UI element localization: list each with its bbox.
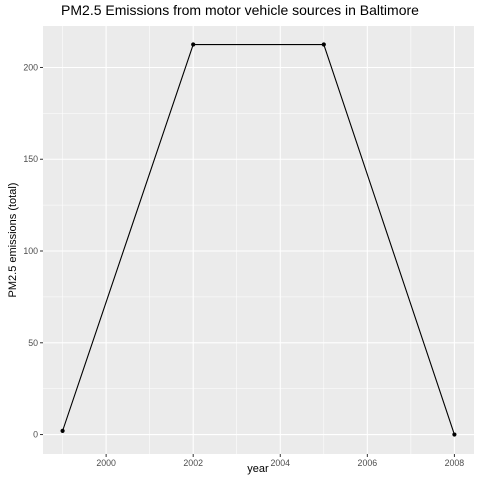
y-tick-label: 50 [28, 338, 38, 348]
series-line [62, 43, 455, 435]
x-tick-label: 2000 [96, 458, 116, 468]
data-point [191, 42, 196, 47]
series-layer [62, 43, 455, 435]
points-layer [60, 42, 457, 437]
data-point [60, 428, 65, 433]
x-tick-label: 2004 [270, 458, 290, 468]
x-axis-title: year [247, 463, 269, 475]
x-tick-label: 2008 [445, 458, 465, 468]
data-point [452, 432, 457, 437]
y-axis-title: PM2.5 emissions (total) [7, 183, 19, 298]
major-gridlines [43, 26, 474, 454]
y-tick-label: 100 [23, 246, 38, 256]
y-tick-label: 150 [23, 154, 38, 164]
y-tick-label: 0 [33, 430, 38, 440]
minor-gridlines [43, 26, 474, 454]
x-axis: 2000 2002 2004 2006 2008 [96, 454, 464, 468]
data-point [321, 42, 326, 47]
y-tick-label: 200 [23, 62, 38, 72]
y-axis: 0 50 100 150 200 [23, 62, 43, 440]
x-tick-label: 2006 [358, 458, 378, 468]
chart-title: PM2.5 Emissions from motor vehicle sourc… [61, 2, 419, 18]
plot-panel [43, 26, 474, 454]
x-tick-label: 2002 [183, 458, 203, 468]
